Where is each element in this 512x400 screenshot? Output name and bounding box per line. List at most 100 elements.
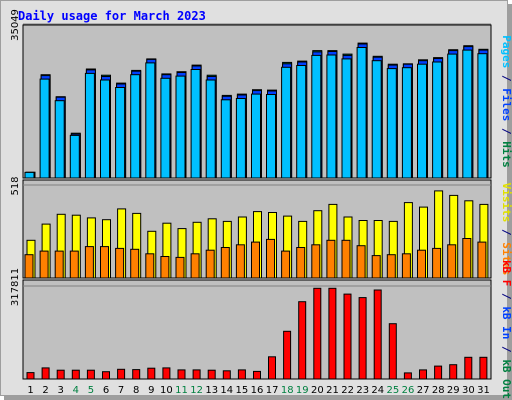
bar-pages-day-11 [175,75,186,179]
bar-pages-day-15 [235,98,246,179]
x-tick-label: 9 [148,385,154,396]
bar-sites-day-4 [69,250,79,279]
legend-text: Pages [500,35,512,68]
x-tick-label: 5 [88,385,94,396]
bar-sites-day-9 [145,253,155,279]
bar-pages-day-25 [386,68,397,179]
x-tick-label: 26 [402,385,415,396]
x-tick-label: 4 [73,385,79,396]
bar-pages-day-30 [462,49,473,179]
bar-sites-day-18 [281,250,291,279]
bar-kb-f-day-8 [132,369,141,380]
bar-kb-f-day-20 [313,287,322,380]
bar-pages-day-29 [447,53,458,179]
bar-kb-f-day-2 [41,367,50,380]
bar-kb-f-day-15 [237,369,246,380]
bar-sites-day-15 [235,244,245,279]
bar-pages-day-14 [220,99,231,179]
bar-kb-f-day-4 [71,369,80,380]
x-tick-label: 20 [311,385,324,396]
bar-kb-f-day-5 [86,369,95,380]
bar-sites-day-12 [190,253,200,279]
x-axis-labels: 1 2 3 4 5 6 7 8 9 10 11 12 13 14 15 16 17 18 19 20 21 22 23 24 2… [27,385,490,396]
bar-kb-f-day-26 [403,372,412,380]
bar-sites-day-22 [341,239,351,279]
x-tick-label: 22 [341,385,354,396]
bar-kb-f-day-13 [207,369,216,380]
bar-pages-day-2 [39,78,50,179]
bar-pages-day-1 [24,171,35,179]
bar-sites-day-25 [386,254,396,279]
bar-kb-f-day-19 [298,301,307,380]
panel-legend-label: kB F / kB In / kB Out [500,260,512,399]
x-tick-label: 31 [477,385,490,396]
legend-text: Hits [500,141,512,168]
legend-text: / [500,222,512,242]
bar-kb-f-day-23 [358,297,367,380]
bar-pages-day-31 [477,53,488,179]
bar-sites-day-13 [205,249,215,279]
bar-kb-f-day-25 [388,323,397,380]
bar-sites-day-31 [477,241,487,279]
bar-pages-day-3 [54,100,65,179]
bar-kb-f-day-29 [449,364,458,380]
legend-text: / [500,339,512,359]
bar-pages-day-27 [417,63,427,179]
x-tick-label: 7 [118,385,124,396]
x-tick-label: 3 [58,385,64,396]
bar-pages-day-6 [100,79,110,179]
x-tick-label: 21 [326,385,339,396]
bar-pages-day-23 [356,47,367,179]
bar-pages-day-13 [205,79,216,179]
bar-kb-f-day-17 [268,356,276,380]
bar-sites-day-20 [311,244,321,279]
legend-text: / [500,68,512,88]
bar-sites-day-26 [401,253,411,279]
y-tick-label: 35049 [10,9,21,41]
bar-sites-day-11 [175,256,185,279]
bar-sites-day-27 [417,249,426,279]
bar-kb-f-day-30 [464,356,473,380]
bar-sites-day-5 [84,246,94,279]
x-tick-label: 6 [103,385,109,396]
bar-pages-day-5 [84,72,95,179]
bar-pages-day-26 [401,67,412,179]
bar-pages-day-21 [326,54,337,179]
x-tick-label: 10 [160,385,173,396]
x-tick-label: 15 [236,385,249,396]
panel-1: 35049 Pages / Files / Hits [10,9,512,179]
bar-pages-day-8 [130,74,141,179]
bar-sites-day-2 [39,250,49,279]
x-tick-label: 12 [190,385,203,396]
y-tick-label: 518 [10,176,21,195]
frame-shadow-bottom [4,396,512,400]
x-tick-label: 25 [387,385,400,396]
bar-pages-day-16 [251,93,261,179]
bar-sites-day-30 [462,238,472,279]
bar-pages-day-10 [160,77,171,179]
bar-pages-day-24 [371,60,382,179]
x-tick-label: 13 [205,385,218,396]
bar-sites-day-17 [266,238,275,279]
legend-text: Files [500,88,512,121]
x-tick-label: 14 [220,385,233,396]
bar-sites-day-19 [296,247,306,279]
bar-kb-f-day-1 [26,372,35,380]
bar-pages-day-12 [190,69,201,179]
legend-text: kB In [500,306,512,339]
bar-sites-day-16 [251,241,260,279]
bar-pages-day-22 [341,58,352,179]
bar-kb-f-day-3 [56,369,65,380]
x-tick-label: 18 [281,385,294,396]
chart-title: Daily usage for March 2023 [18,9,206,23]
bar-kb-f-day-31 [479,356,488,380]
bar-pages-day-19 [296,65,307,179]
bar-pages-day-9 [145,62,156,179]
x-tick-label: 30 [462,385,475,396]
x-tick-label: 2 [42,385,48,396]
bar-kb-f-day-6 [102,371,110,380]
bar-kb-f-day-11 [177,369,186,380]
bar-kb-f-day-9 [147,367,156,380]
legend-text: kB F [500,260,512,287]
